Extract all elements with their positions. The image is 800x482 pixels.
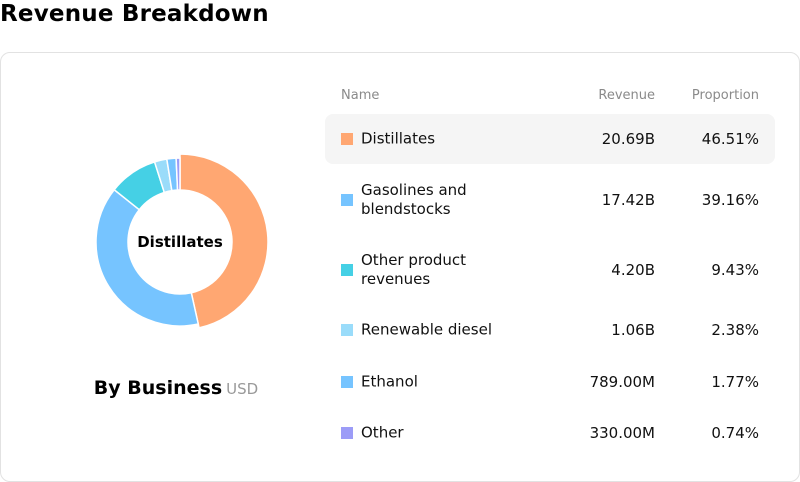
table-header: Name Revenue Proportion <box>325 83 775 109</box>
donut-chart: Distillates <box>79 141 281 343</box>
legend-swatch <box>341 264 353 276</box>
row-name: Distillates <box>361 129 436 148</box>
row-revenue: 1.06B <box>611 321 655 339</box>
revenue-card: Distillates By Business USD Name Revenue … <box>0 52 800 482</box>
legend-swatch <box>341 324 353 336</box>
row-proportion: 39.16% <box>701 191 759 209</box>
chart-subtitle: By Business USD <box>1 377 351 399</box>
donut-center-label: Distillates <box>137 233 223 251</box>
row-revenue: 4.20B <box>611 261 655 279</box>
row-name: Gasolines and blendstocks <box>361 181 467 218</box>
row-revenue: 20.69B <box>601 130 655 148</box>
unit-label: USD <box>226 380 259 398</box>
row-revenue: 330.00M <box>589 423 655 442</box>
donut-slice-other[interactable] <box>175 157 181 191</box>
row-proportion: 1.77% <box>711 372 759 391</box>
row-revenue: 789.00M <box>589 372 655 391</box>
legend-swatch <box>341 426 353 439</box>
donut-slice-distillates[interactable] <box>179 153 269 329</box>
table-row[interactable]: Other product revenues 4.20B 9.43% <box>325 236 775 304</box>
row-revenue: 17.42B <box>601 191 655 209</box>
header-proportion: Proportion <box>691 88 759 103</box>
row-proportion: 9.43% <box>711 261 759 279</box>
row-proportion: 0.74% <box>711 423 759 442</box>
table-row[interactable]: Ethanol 789.00M 1.77% <box>325 356 775 407</box>
subtitle-text: By Business <box>93 377 223 399</box>
page-title: Revenue Breakdown <box>0 1 269 27</box>
table-row[interactable]: Renewable diesel 1.06B 2.38% <box>325 304 775 356</box>
header-name: Name <box>341 88 380 103</box>
row-name: Other <box>361 423 404 441</box>
legend-swatch <box>341 133 353 145</box>
table-row[interactable]: Other 330.00M 0.74% <box>325 407 775 458</box>
legend-swatch <box>341 375 353 388</box>
donut-slice-gasolines-and-blendstocks[interactable] <box>95 188 200 327</box>
legend-swatch <box>341 194 353 206</box>
row-proportion: 2.38% <box>711 321 759 339</box>
header-revenue: Revenue <box>598 88 655 103</box>
table-row[interactable]: Distillates 20.69B 46.51% <box>325 114 775 164</box>
row-name: Renewable diesel <box>361 320 492 339</box>
revenue-table: Name Revenue Proportion Distillates 20.6… <box>325 83 775 458</box>
table-row[interactable]: Gasolines and blendstocks 17.42B 39.16% <box>325 164 775 236</box>
row-proportion: 46.51% <box>701 130 759 148</box>
donut-svg <box>95 153 269 329</box>
row-name: Ethanol <box>361 372 418 390</box>
row-name: Other product revenues <box>361 251 467 288</box>
